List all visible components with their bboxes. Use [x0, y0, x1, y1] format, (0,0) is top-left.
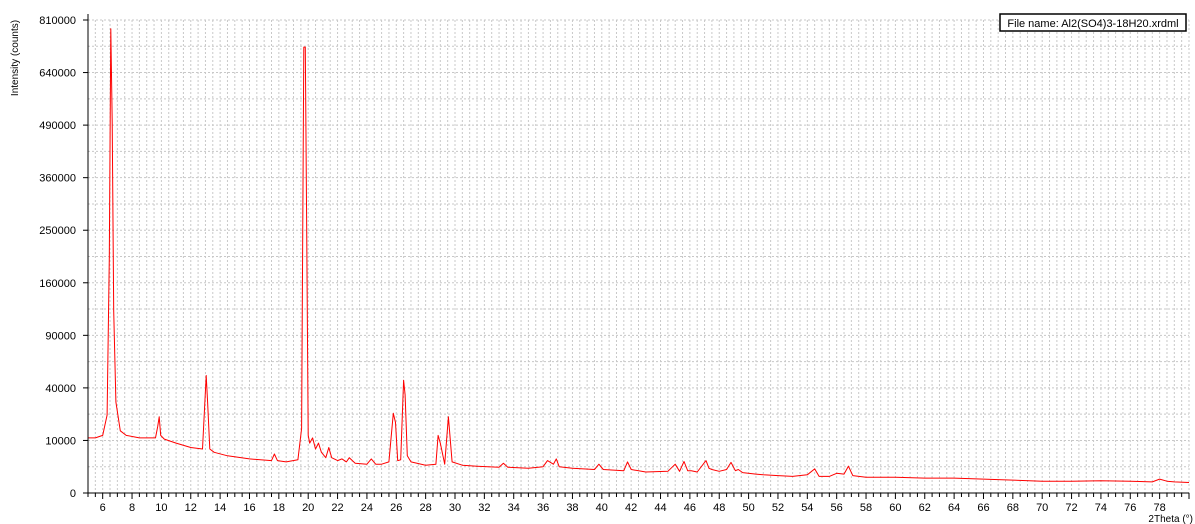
label-layer: 6 8 10 12 14 16 18 20 22 24 26 28 30 32 34 36 38 40 42 44 46… — [39, 15, 1165, 514]
y-tick-label: 810000 — [39, 15, 76, 27]
x-tick-label: 50 — [742, 502, 754, 514]
y-tick-label: 10000 — [45, 435, 76, 447]
file-name-label: File name: Al2(SO4)3-18H20.xrdml — [1007, 18, 1178, 30]
x-tick-label: 66 — [977, 502, 989, 514]
y-tick-label: 360000 — [39, 173, 76, 185]
y-tick-label: 0 — [70, 488, 76, 500]
axis-layer — [83, 14, 1190, 499]
x-tick-label: 24 — [361, 502, 373, 514]
x-tick-label: 22 — [331, 502, 343, 514]
x-tick-label: 28 — [420, 502, 432, 514]
y-tick-label: 40000 — [45, 383, 76, 395]
x-tick-label: 78 — [1154, 502, 1166, 514]
file-name-box-frame — [999, 13, 1187, 32]
x-tick-label: 48 — [713, 502, 725, 514]
file-name-box: File name: Al2(SO4)3-18H20.xrdml — [999, 13, 1187, 32]
y-axis-title: Intensity (counts) — [10, 20, 21, 96]
grid-layer — [87, 19, 1190, 493]
x-tick-label: 40 — [596, 502, 608, 514]
x-tick-label: 10 — [155, 502, 167, 514]
x-tick-label: 60 — [889, 502, 901, 514]
x-tick-label: 72 — [1065, 502, 1077, 514]
x-tick-label: 58 — [860, 502, 872, 514]
x-tick-label: 6 — [100, 502, 106, 514]
intensity-trace — [88, 28, 1190, 483]
y-tick-label: 160000 — [39, 278, 76, 290]
x-tick-label: 38 — [566, 502, 578, 514]
x-tick-label: 20 — [302, 502, 314, 514]
x-tick-label: 16 — [243, 502, 255, 514]
x-tick-label: 12 — [185, 502, 197, 514]
x-tick-label: 26 — [390, 502, 402, 514]
x-tick-label: 36 — [537, 502, 549, 514]
x-tick-label: 54 — [801, 502, 813, 514]
x-tick-label: 74 — [1095, 502, 1107, 514]
x-tick-label: 56 — [831, 502, 843, 514]
x-tick-label: 30 — [449, 502, 461, 514]
y-tick-label: 640000 — [39, 68, 76, 80]
x-tick-label: 68 — [1007, 502, 1019, 514]
y-tick-label: 90000 — [45, 330, 76, 342]
x-tick-label: 64 — [948, 502, 960, 514]
y-tick-label: 490000 — [39, 120, 76, 132]
y-tick-label: 250000 — [39, 225, 76, 237]
x-tick-label: 62 — [919, 502, 931, 514]
x-tick-label: 14 — [214, 502, 226, 514]
x-tick-label: 76 — [1124, 502, 1136, 514]
x-axis-title: 2Theta (°) — [1148, 514, 1193, 524]
x-tick-label: 52 — [772, 502, 784, 514]
x-tick-label: 44 — [654, 502, 666, 514]
x-tick-label: 42 — [625, 502, 637, 514]
x-tick-label: 32 — [478, 502, 490, 514]
x-tick-label: 70 — [1036, 502, 1048, 514]
x-tick-label: 34 — [508, 502, 520, 514]
x-tick-label: 8 — [129, 502, 135, 514]
x-tick-label: 18 — [273, 502, 285, 514]
x-tick-label: 46 — [684, 502, 696, 514]
